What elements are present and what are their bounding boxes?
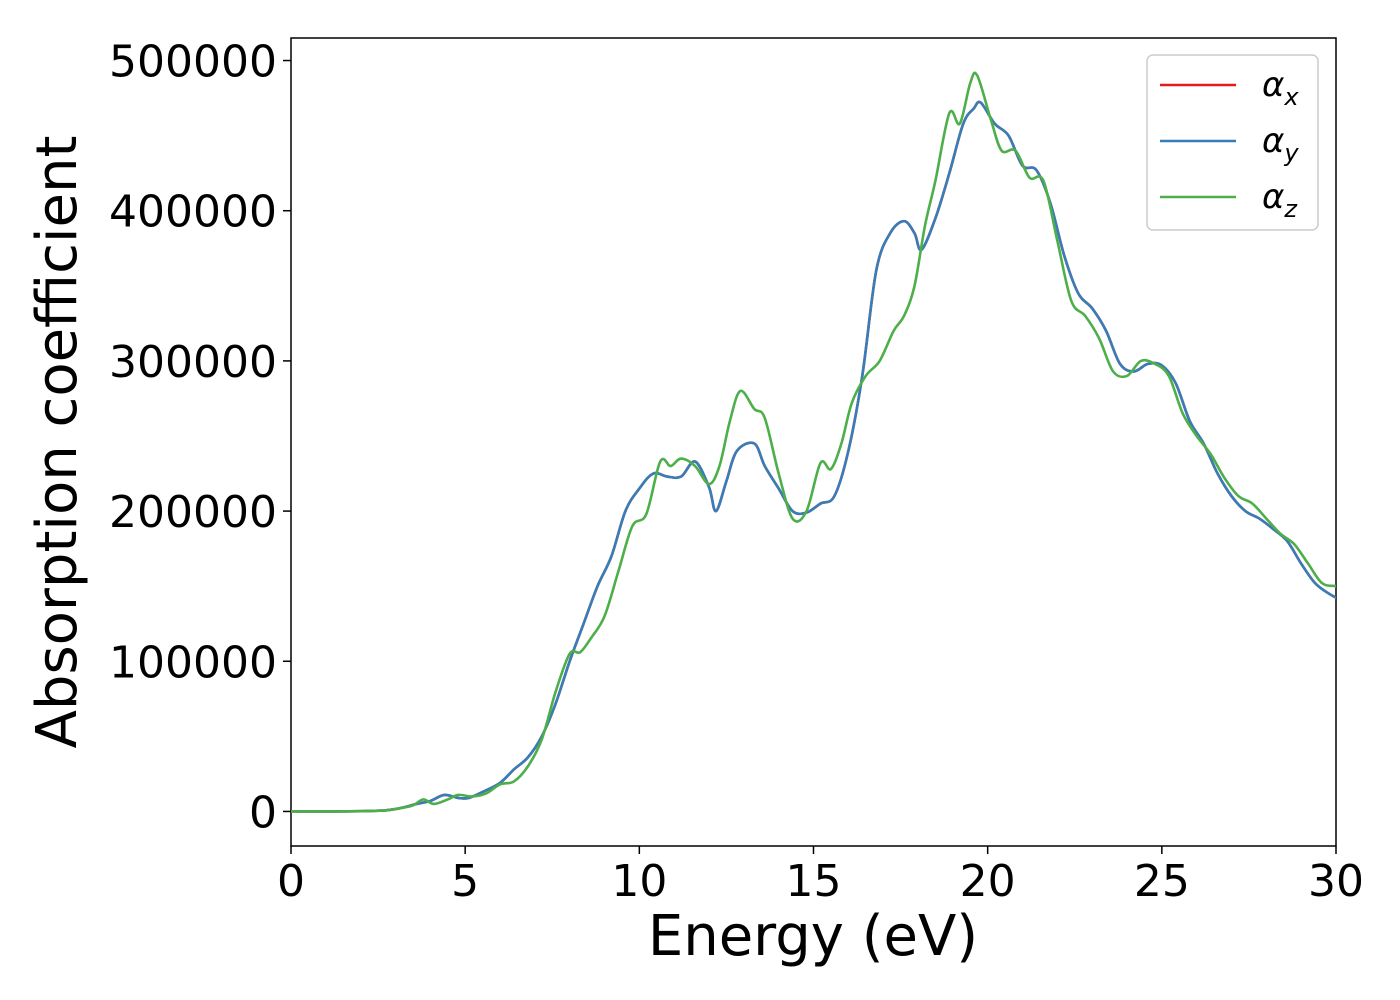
x-tick-label: 15 <box>786 856 842 907</box>
legend-symbol: α <box>1262 121 1284 161</box>
legend-label-alpha-z: αz <box>1262 177 1298 223</box>
x-tick-label: 20 <box>960 856 1016 907</box>
legend-symbol: α <box>1262 65 1284 105</box>
legend-subscript: y <box>1283 139 1299 167</box>
y-tick-label: 500000 <box>109 37 277 88</box>
x-tick-label: 5 <box>451 856 479 907</box>
x-tick-label: 25 <box>1134 856 1190 907</box>
x-tick-label: 30 <box>1308 856 1364 907</box>
y-tick-label: 200000 <box>109 487 277 538</box>
series-line-alpha-y <box>291 100 1336 813</box>
x-tick-label: 10 <box>611 856 667 907</box>
legend-label-alpha-x: αx <box>1262 65 1299 111</box>
y-tick-label: 0 <box>249 787 277 838</box>
x-tick-label: 0 <box>277 856 305 907</box>
y-axis: 0 100000 200000 300000 400000 500000 <box>109 37 291 838</box>
y-tick-label: 400000 <box>109 187 277 238</box>
y-tick-label: 100000 <box>109 637 277 688</box>
y-axis-label: Absorption coefficient <box>25 136 90 749</box>
legend-label-alpha-y: αy <box>1262 121 1299 167</box>
y-tick-label: 300000 <box>109 337 277 388</box>
x-axis: 0 5 10 15 20 25 30 <box>277 846 1364 907</box>
legend-subscript: x <box>1283 83 1299 111</box>
series-line-alpha-z <box>291 71 1336 813</box>
legend-symbol: α <box>1262 177 1284 217</box>
series-layer <box>291 71 1336 813</box>
x-axis-label: Energy (eV) <box>648 904 978 969</box>
legend-box <box>1146 54 1319 231</box>
legend-subscript: z <box>1283 195 1298 223</box>
